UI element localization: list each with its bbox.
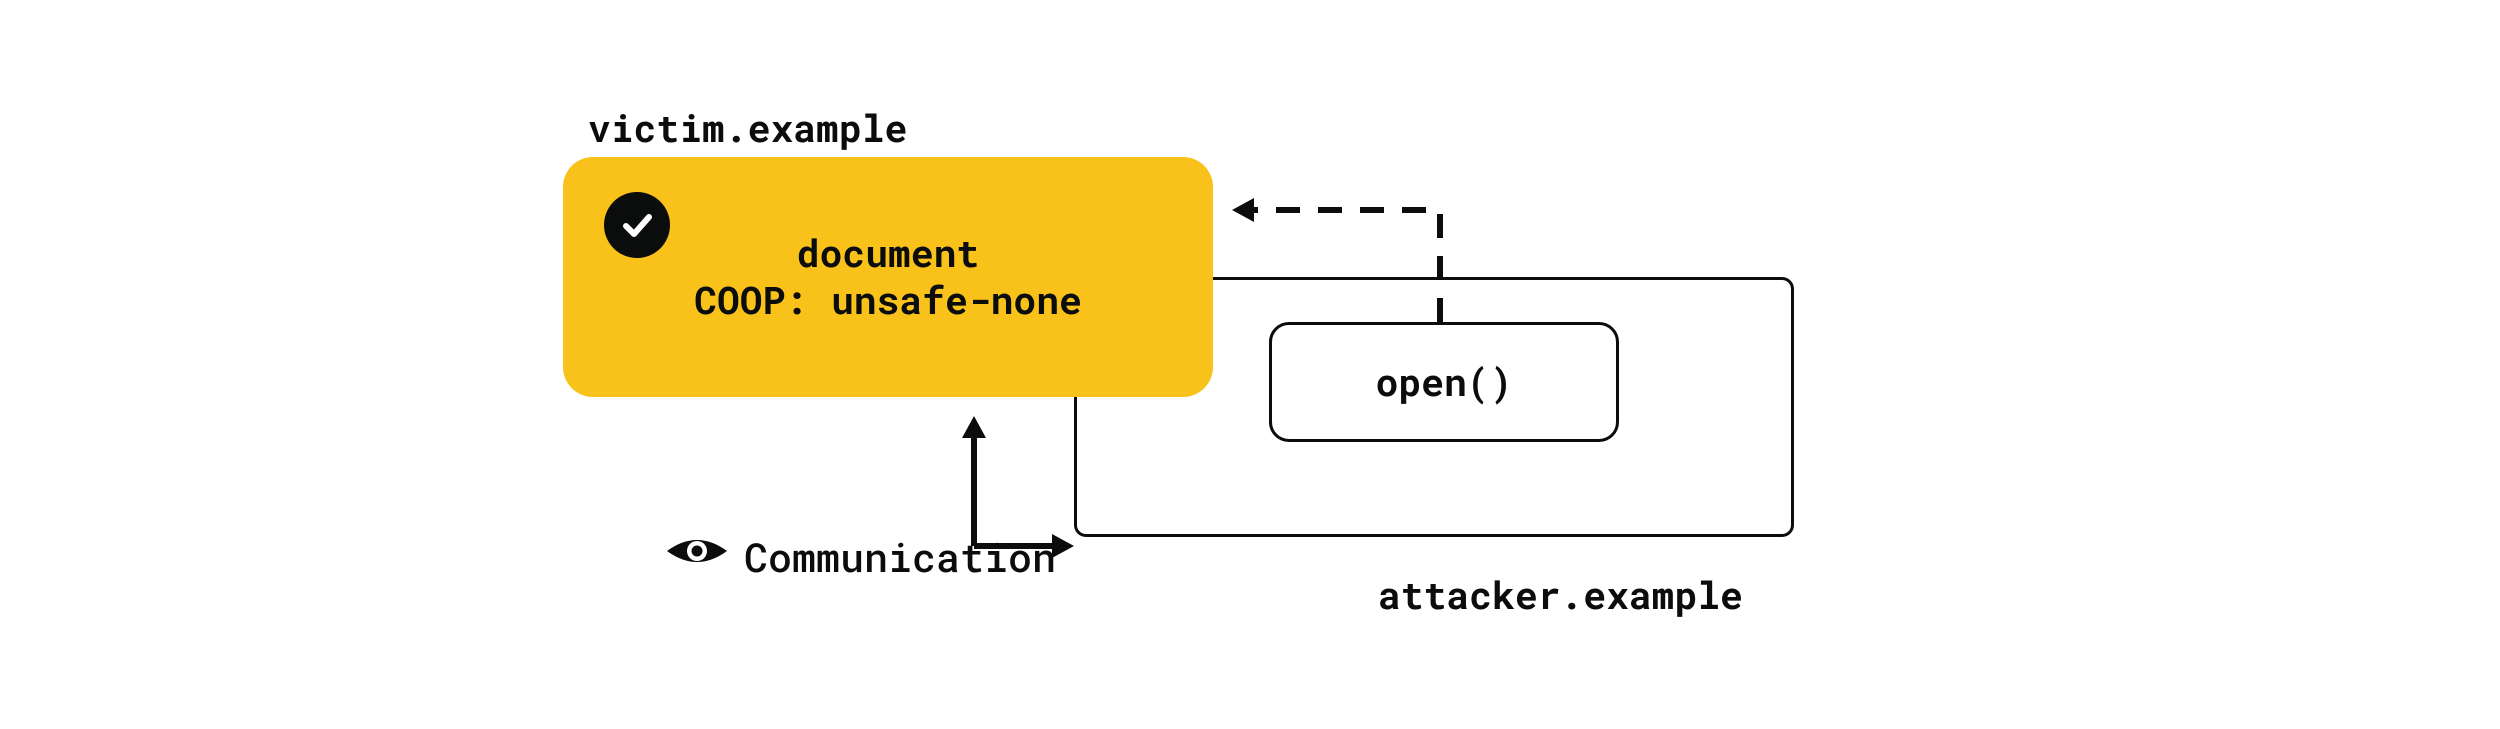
victim-title-label: victim.example [588, 103, 907, 153]
victim-document-text: document COOP: unsafe-none [694, 230, 1082, 325]
diagram-stage: document COOP: unsafe-none open() victim… [0, 0, 2500, 729]
eye-icon [665, 527, 729, 580]
open-label: open() [1376, 357, 1513, 407]
open-call-box: open() [1269, 322, 1619, 442]
victim-doc-line2: COOP: unsafe-none [694, 277, 1082, 325]
attacker-title-label: attacker.example [1378, 570, 1743, 620]
check-icon [617, 205, 657, 245]
victim-box: document COOP: unsafe-none [563, 157, 1213, 397]
communication-label: Communication [744, 530, 1056, 583]
checkmark-badge-icon [604, 192, 670, 258]
victim-doc-line1: document [694, 230, 1082, 278]
